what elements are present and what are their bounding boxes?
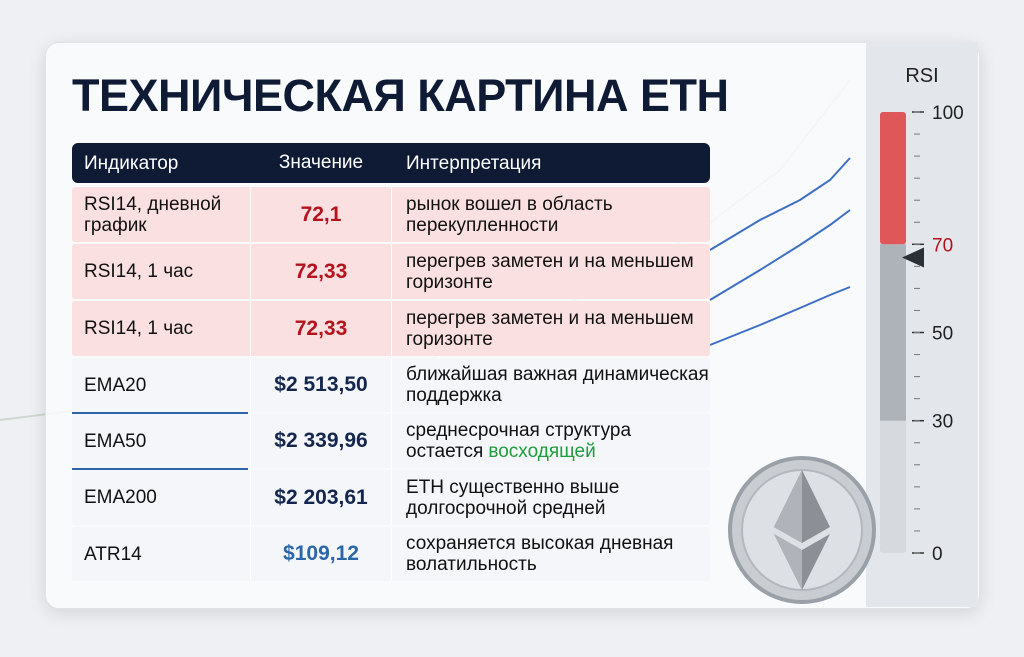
table-row: EMA20 $2 513,50 ближайшая важная динамичес… bbox=[72, 358, 710, 412]
gauge-tick-label: 70 bbox=[932, 235, 953, 256]
interpretation-text: ближайшая важная динамическая поддержка bbox=[406, 364, 709, 406]
table-row: RSI14, 1 час 72,33 перегрев заметен и на м… bbox=[72, 244, 710, 299]
table-row: EMA200 $2 203,61 ETH существенно выше долг… bbox=[72, 470, 710, 525]
interpretation-cell: ETH существенно выше долгосрочной средне… bbox=[392, 470, 710, 525]
interpretation-text: рынок вошел в область перекупленности bbox=[406, 193, 613, 236]
interpretation-text: среднесрочная структура остается bbox=[406, 420, 632, 462]
table-row: EMA50 $2 339,96 среднесрочная структура ос… bbox=[72, 414, 710, 468]
interpretation-text: перегрев заметен и на меньшем горизонте bbox=[406, 250, 694, 293]
interpretation-text: ETH существенно выше долгосрочной средне… bbox=[406, 476, 620, 519]
indicator-cell: EMA50 bbox=[84, 430, 147, 452]
value-cell: $2 339,96 bbox=[250, 414, 392, 468]
value-cell: $109,12 bbox=[250, 527, 392, 581]
gauge-marker bbox=[902, 247, 924, 268]
interpretation-cell: среднесрочная структура остается восходящ… bbox=[392, 414, 710, 468]
indicator-cell: EMA200 bbox=[84, 487, 157, 508]
interpretation-cell: перегрев заметен и на меньшем горизонте bbox=[392, 301, 710, 356]
interpretation-text: перегрев заметен и на меньшем горизонте bbox=[406, 307, 694, 350]
value-cell: 72,1 bbox=[250, 187, 392, 242]
interpretation-text: сохраняется высокая дневная волатильност… bbox=[406, 533, 674, 575]
gauge-label: RSI bbox=[905, 65, 938, 87]
column-header: Значение bbox=[278, 152, 364, 173]
gauge-neutral bbox=[880, 244, 906, 421]
indicator-cell: RSI14, 1 час bbox=[84, 318, 194, 339]
eth-coin bbox=[728, 456, 876, 604]
gauge-overbought-zone bbox=[880, 112, 906, 245]
value-cell: 72,33 bbox=[250, 244, 392, 299]
gauge-tick-label: 50 bbox=[932, 324, 953, 345]
indicator-cell: RSI14, 1 час bbox=[84, 261, 194, 282]
table-header: Индикатор Значение Интерпретация bbox=[72, 143, 710, 183]
ema-line bbox=[709, 209, 851, 301]
table-row: ATR14 $109,12 сохраняется высокая дневная … bbox=[72, 527, 710, 581]
table-row: RSI14, 1 час 72,33 перегрев заметен и на м… bbox=[72, 301, 710, 356]
indicator-cell: EMA20 bbox=[84, 374, 147, 396]
table-row: RSI14, дневной график 72,1 рынок вошел в о… bbox=[72, 187, 710, 242]
gauge-tick-label: 0 bbox=[932, 544, 943, 565]
value-cell: $2 513,50 bbox=[250, 358, 392, 412]
interpretation-cell: рынок вошел в область перекупленности bbox=[392, 187, 710, 242]
title: ТЕХНИЧЕСКАЯ КАРТИНА ETH bbox=[72, 70, 729, 121]
interpretation-cell: перегрев заметен и на меньшем горизонте bbox=[392, 244, 710, 299]
indicator-cell: ATR14 bbox=[84, 543, 142, 565]
indicator-cell: RSI14, дневной график bbox=[84, 193, 222, 236]
gauge-tick-label: 100 bbox=[932, 103, 964, 124]
column-header: Индикатор bbox=[84, 152, 179, 174]
ema-line bbox=[709, 286, 851, 346]
gauge-tick-label: 30 bbox=[932, 412, 953, 433]
interpretation-cell: сохраняется высокая дневная волатильност… bbox=[392, 527, 710, 581]
value-cell: $2 203,61 bbox=[250, 470, 392, 525]
rsi-gauge: RSI 0 30 50 70 100 bbox=[880, 65, 964, 565]
highlight-text: восходящей bbox=[488, 441, 596, 462]
ema-line bbox=[709, 157, 851, 251]
column-header: Интерпретация bbox=[406, 152, 542, 174]
value-cell: 72,33 bbox=[250, 301, 392, 356]
interpretation-cell: ближайшая важная динамическая поддержка bbox=[392, 358, 710, 412]
